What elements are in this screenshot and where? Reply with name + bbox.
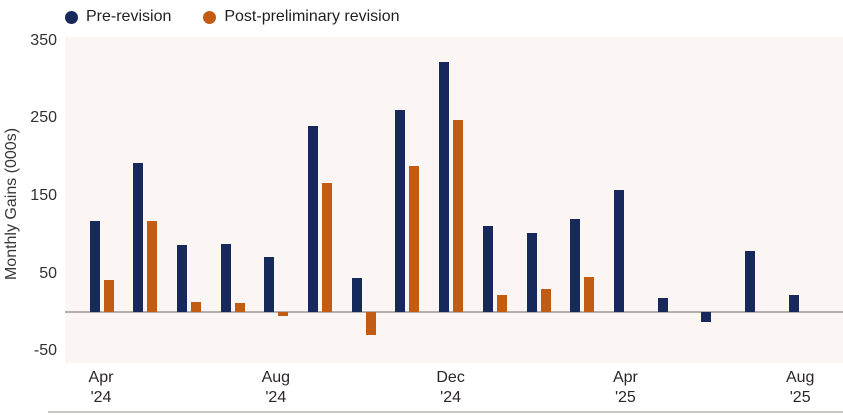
bottom-divider-line	[48, 411, 843, 413]
bar-pre-revision-jul-25	[745, 250, 755, 313]
bar-pre-revision-sep-24	[308, 126, 318, 313]
bar-pre-revision-feb-25	[526, 233, 537, 313]
bar-post-preliminary-revision-feb-25	[540, 289, 551, 313]
bar-pre-revision-aug-25	[788, 295, 799, 313]
legend-item-post-revision: Post-preliminary revision	[203, 8, 400, 26]
bar-post-preliminary-revision-dec-24	[453, 119, 464, 313]
x-tick-dec-24: Dec '24	[436, 369, 465, 406]
bar-post-preliminary-revision-mar-25	[584, 277, 595, 313]
bar-pre-revision-jul-24	[220, 244, 231, 313]
post-preliminary-revision-dot-icon	[203, 10, 217, 24]
bar-post-preliminary-revision-jan-25	[496, 295, 507, 313]
bar-pre-revision-jun-25	[701, 312, 712, 323]
bar-pre-revision-may-25	[657, 297, 668, 313]
y-tick-150: 150	[30, 186, 57, 204]
pre-revision-dot-icon	[65, 10, 78, 24]
bar-pre-revision-jun-24	[176, 244, 187, 313]
bar-pre-revision-oct-24	[351, 278, 362, 313]
y-tick--50: -50	[33, 342, 57, 360]
x-tick-aug-24: Aug '24	[261, 369, 291, 406]
bar-post-preliminary-revision-may-24	[147, 220, 158, 313]
legend-label-post-revision: Post-preliminary revision	[224, 8, 400, 25]
bar-post-preliminary-revision-sep-24	[322, 183, 332, 313]
legend-item-pre-revision: Pre-revision	[65, 8, 171, 26]
x-tick-apr-24: Apr '24	[88, 369, 114, 406]
bar-post-preliminary-revision-apr-24	[103, 279, 114, 313]
bar-post-preliminary-revision-jun-24	[190, 302, 201, 313]
bar-pre-revision-jan-25	[482, 226, 493, 313]
bar-pre-revision-mar-25	[570, 219, 581, 313]
bar-post-preliminary-revision-jul-24	[234, 302, 245, 313]
bar-pre-revision-aug-24	[264, 257, 275, 313]
bar-post-preliminary-revision-nov-24	[409, 166, 420, 313]
y-tick-350: 350	[30, 31, 57, 49]
bar-pre-revision-dec-24	[439, 61, 450, 313]
bar-post-preliminary-revision-aug-24	[278, 312, 289, 317]
bar-pre-revision-may-24	[133, 162, 144, 313]
bar-post-preliminary-revision-oct-24	[365, 312, 376, 335]
legend: Pre-revision Post-preliminary revision	[65, 5, 400, 29]
plot-area	[65, 37, 843, 363]
bar-pre-revision-nov-24	[395, 109, 406, 313]
legend-label-pre-revision: Pre-revision	[86, 8, 172, 25]
x-tick-apr-25: Apr '25	[612, 369, 638, 406]
y-tick-250: 250	[30, 109, 57, 127]
bar-pre-revision-apr-24	[89, 220, 100, 313]
zero-axis-line	[65, 311, 843, 314]
y-tick-50: 50	[39, 264, 57, 282]
x-tick-aug-25: Aug '25	[785, 369, 815, 406]
bar-pre-revision-apr-25	[613, 189, 624, 313]
